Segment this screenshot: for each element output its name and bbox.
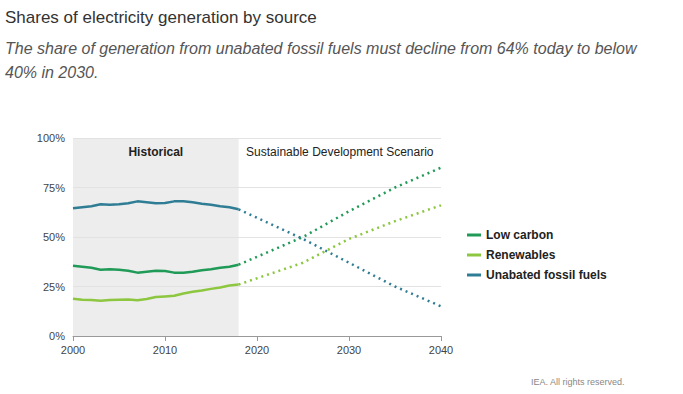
svg-text:IEA. All rights reserved.: IEA. All rights reserved. xyxy=(531,377,625,387)
svg-text:2040: 2040 xyxy=(429,344,453,356)
svg-text:Unabated fossil fuels: Unabated fossil fuels xyxy=(486,268,607,282)
svg-text:75%: 75% xyxy=(43,182,65,194)
svg-text:2030: 2030 xyxy=(337,344,361,356)
svg-text:Low carbon: Low carbon xyxy=(486,228,553,242)
svg-text:25%: 25% xyxy=(43,281,65,293)
svg-text:40% in 2030.: 40% in 2030. xyxy=(5,64,98,81)
svg-text:Sustainable Development Scenar: Sustainable Development Scenario xyxy=(246,145,434,159)
svg-text:100%: 100% xyxy=(37,132,65,144)
svg-text:Shares of electricity generati: Shares of electricity generation by sour… xyxy=(5,8,317,27)
svg-text:2000: 2000 xyxy=(61,344,85,356)
svg-text:Historical: Historical xyxy=(128,145,183,159)
svg-text:Renewables: Renewables xyxy=(486,248,556,262)
svg-text:2020: 2020 xyxy=(245,344,269,356)
svg-text:0%: 0% xyxy=(49,330,65,342)
svg-text:2010: 2010 xyxy=(153,344,177,356)
svg-text:The share of generation from u: The share of generation from unabated fo… xyxy=(5,40,641,57)
svg-text:50%: 50% xyxy=(43,231,65,243)
